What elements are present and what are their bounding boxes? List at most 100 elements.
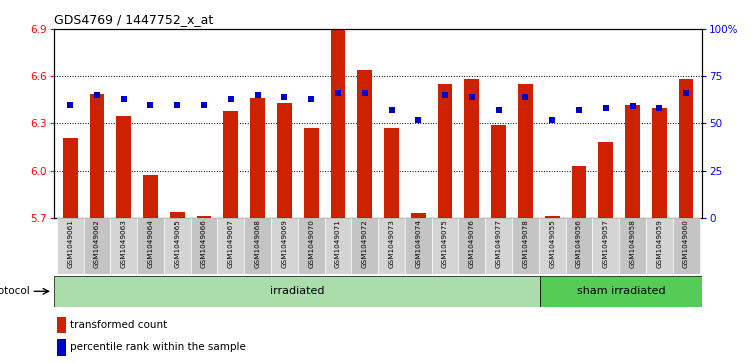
Bar (218, 218, 244, 274)
Text: GSM1049074: GSM1049074 (415, 220, 421, 268)
Bar (164, 218, 191, 274)
Text: GSM1049067: GSM1049067 (228, 220, 234, 268)
Text: GSM1049073: GSM1049073 (388, 220, 394, 268)
Bar (330, 29, 345, 218)
Bar (652, 108, 667, 218)
Text: GSM1049072: GSM1049072 (362, 220, 368, 268)
Bar (191, 218, 218, 274)
Bar (116, 115, 131, 218)
Bar (679, 79, 693, 218)
Text: GSM1049065: GSM1049065 (174, 220, 180, 268)
Point (626, 103, 638, 109)
Bar (411, 213, 426, 218)
Bar (538, 218, 566, 274)
Bar (485, 218, 512, 274)
Text: GSM1049057: GSM1049057 (603, 220, 609, 268)
Text: GSM1049055: GSM1049055 (549, 220, 555, 268)
Point (144, 102, 156, 107)
Bar (137, 218, 164, 274)
Point (573, 107, 585, 113)
Text: GSM1049066: GSM1049066 (201, 220, 207, 268)
Text: GSM1049061: GSM1049061 (67, 220, 73, 268)
Text: GSM1049077: GSM1049077 (496, 220, 502, 268)
Bar (405, 218, 432, 274)
Bar (540, 276, 702, 307)
Point (252, 92, 264, 98)
Bar (298, 218, 324, 274)
Bar (351, 218, 378, 274)
Point (680, 90, 692, 96)
Bar (438, 84, 452, 218)
Point (412, 117, 424, 123)
Bar (432, 218, 458, 274)
Point (600, 105, 612, 111)
Text: sham irradiated: sham irradiated (577, 286, 665, 296)
Text: GSM1049064: GSM1049064 (147, 220, 153, 268)
Bar (57, 218, 83, 274)
Bar (593, 218, 619, 274)
Point (385, 107, 397, 113)
Point (279, 94, 291, 100)
Text: transformed count: transformed count (70, 320, 167, 330)
Text: GSM1049070: GSM1049070 (308, 220, 314, 268)
Bar (304, 128, 318, 218)
Text: GSM1049078: GSM1049078 (523, 220, 529, 268)
Point (466, 94, 478, 100)
Bar (385, 128, 399, 218)
Point (439, 92, 451, 98)
Bar (619, 218, 646, 274)
Text: GSM1049056: GSM1049056 (576, 220, 582, 268)
Point (198, 102, 210, 107)
Point (64, 102, 76, 107)
Bar (599, 142, 613, 218)
Bar (566, 218, 593, 274)
Text: GSM1049063: GSM1049063 (121, 220, 127, 268)
Bar (324, 218, 351, 274)
Bar (458, 218, 485, 274)
Bar (512, 218, 538, 274)
Bar (378, 218, 405, 274)
Text: GSM1049062: GSM1049062 (94, 220, 100, 268)
Bar (57, 317, 66, 333)
Text: GSM1049058: GSM1049058 (629, 220, 635, 268)
Text: irradiated: irradiated (270, 286, 324, 296)
Bar (646, 218, 673, 274)
Bar (625, 105, 640, 218)
Bar (83, 218, 110, 274)
Bar (544, 216, 559, 218)
Bar (63, 138, 77, 218)
Point (118, 96, 130, 102)
Point (493, 107, 505, 113)
Point (520, 94, 532, 100)
Point (305, 96, 317, 102)
Bar (244, 218, 271, 274)
Bar (170, 212, 185, 218)
Point (91, 92, 103, 98)
Bar (491, 125, 506, 218)
Bar (673, 218, 699, 274)
Point (653, 105, 665, 111)
Bar (89, 94, 104, 218)
Point (225, 96, 237, 102)
Text: protocol: protocol (0, 286, 30, 296)
Bar (110, 218, 137, 274)
Text: percentile rank within the sample: percentile rank within the sample (70, 342, 246, 352)
Bar (54, 276, 540, 307)
Point (546, 117, 558, 123)
Bar (357, 70, 372, 218)
Point (332, 90, 344, 96)
Bar (250, 98, 265, 218)
Bar (572, 166, 587, 218)
Bar (197, 216, 212, 218)
Bar (143, 175, 158, 218)
Bar (518, 84, 532, 218)
Bar (57, 339, 66, 356)
Bar (465, 79, 479, 218)
Text: GSM1049060: GSM1049060 (683, 220, 689, 268)
Point (171, 102, 183, 107)
Point (359, 90, 371, 96)
Bar (271, 218, 298, 274)
Text: GSM1049068: GSM1049068 (255, 220, 261, 268)
Bar (277, 103, 291, 218)
Text: GSM1049059: GSM1049059 (656, 220, 662, 268)
